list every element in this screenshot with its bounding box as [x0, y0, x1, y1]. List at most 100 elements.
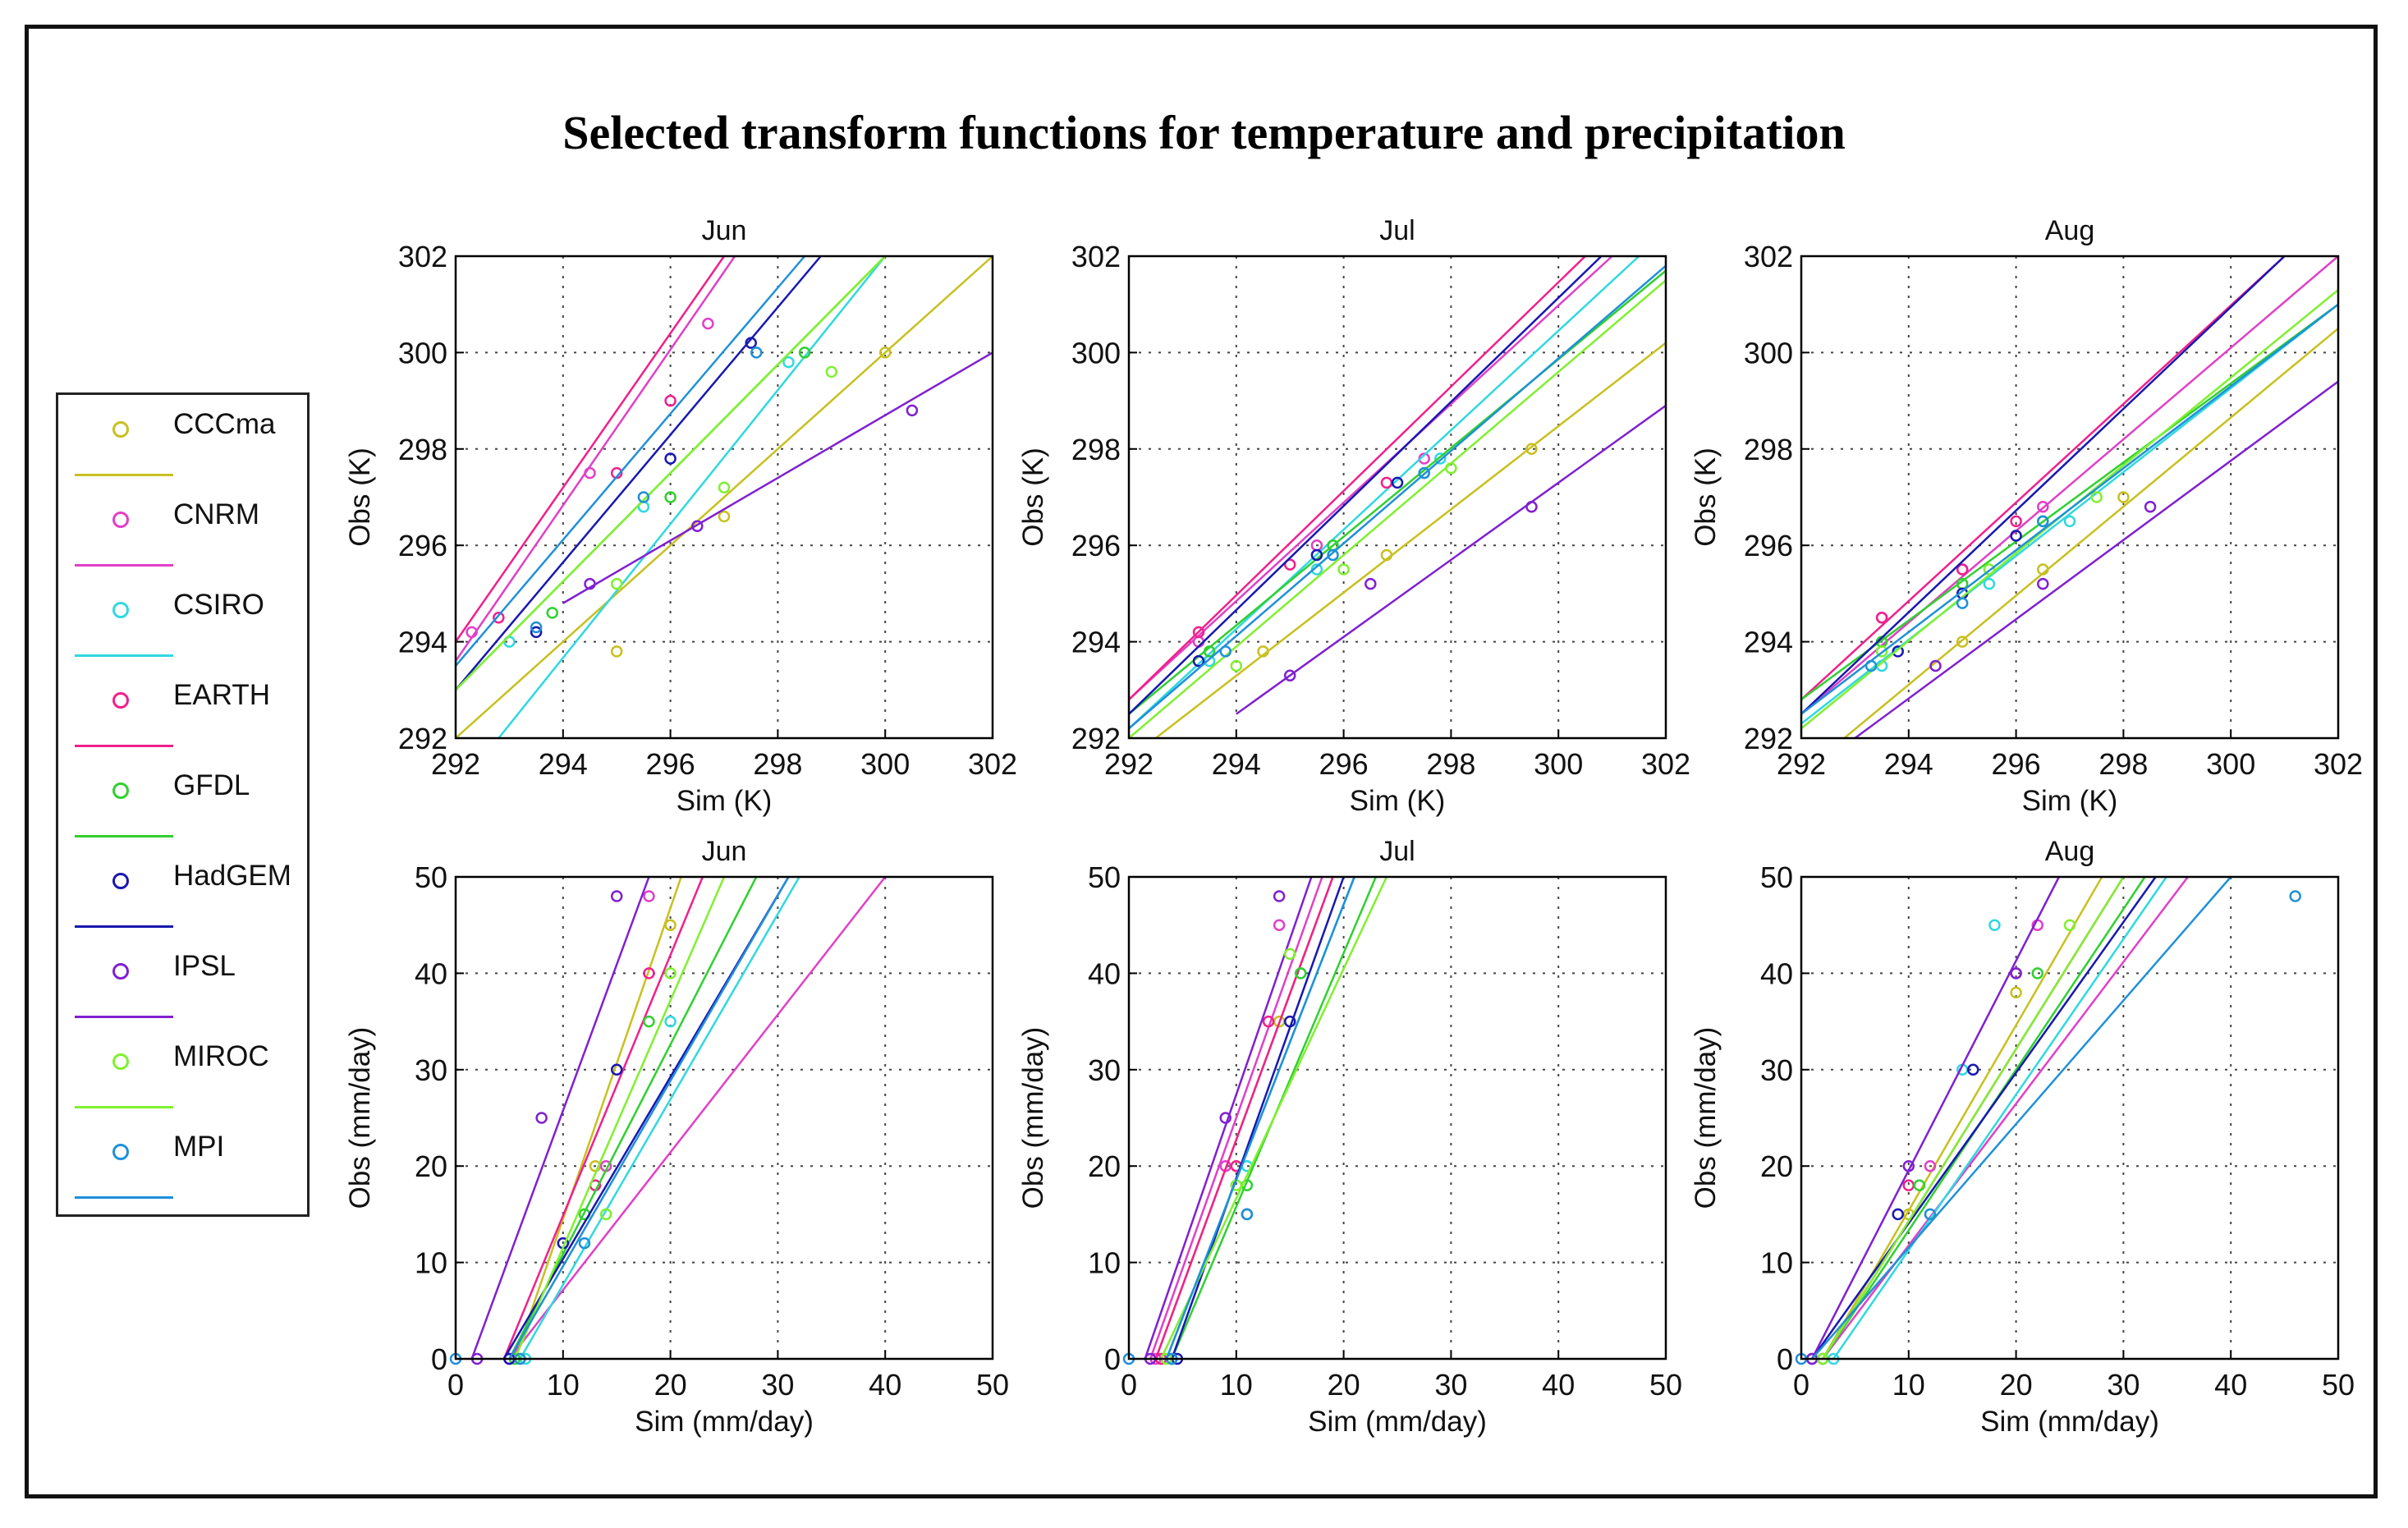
- data-point-cccma: [2010, 986, 2022, 999]
- data-point-ipsl: [584, 577, 596, 590]
- legend-entry-csiro: CSIRO: [58, 585, 307, 676]
- x-axis-label: Sim (mm/day): [1980, 1406, 2159, 1438]
- x-axis-label: Sim (K): [677, 785, 773, 817]
- data-point-miroc: [1283, 948, 1296, 961]
- data-point-mpi: [1241, 1208, 1254, 1221]
- fit-line-mpi: [1800, 303, 2339, 715]
- x-tick-label: 40: [1542, 1368, 1575, 1402]
- data-point-earth: [664, 394, 677, 407]
- legend-entry-cccma: CCCma: [58, 405, 307, 495]
- fit-line-csiro: [1800, 303, 2339, 725]
- panel-title: Jun: [702, 215, 747, 246]
- y-tick-label: 296: [398, 529, 447, 562]
- fit-line-mpi: [455, 255, 806, 667]
- y-tick-label: 50: [415, 860, 447, 894]
- fit-line-earth: [1800, 255, 2286, 700]
- fit-line-ipsl: [470, 876, 650, 1360]
- y-tick-label: 10: [415, 1246, 447, 1280]
- legend-marker-icon: [112, 421, 129, 438]
- data-point-miroc: [1983, 563, 1996, 576]
- fit-line-ipsl: [1144, 876, 1313, 1360]
- x-tick-label: 20: [1328, 1368, 1360, 1402]
- fit-line-cccma: [1154, 342, 1667, 739]
- data-point-ipsl: [2144, 500, 2157, 513]
- fit-line-gfdl: [1800, 303, 2339, 701]
- data-point-mpi: [2289, 890, 2301, 902]
- data-point-hadgem: [1283, 1015, 1296, 1028]
- legend-marker-icon: [112, 963, 129, 980]
- x-tick-label: 292: [431, 747, 480, 781]
- x-tick-label: 10: [547, 1368, 580, 1402]
- x-tick-label: 40: [2214, 1368, 2247, 1402]
- x-tick-label: 294: [539, 747, 588, 781]
- data-point-cccma: [1380, 548, 1393, 562]
- fit-line-cnrm: [454, 255, 736, 662]
- data-point-hadgem: [610, 1063, 623, 1076]
- fit-line-csiro: [519, 876, 800, 1360]
- y-axis-label: Obs (K): [344, 447, 376, 547]
- data-point-ipsl: [535, 1112, 548, 1124]
- data-point-mpi: [1864, 659, 1878, 672]
- x-tick-label: 30: [2107, 1368, 2140, 1402]
- chart-panel-6: 00 10 10 20 20 30 30 40 40 50 50 Aug Sim (mm/day) Obs…: [1690, 836, 2355, 1438]
- data-point-gfdl: [1295, 967, 1307, 980]
- y-axis-label: Obs (mm/day): [1690, 1027, 1722, 1209]
- x-tick-label: 298: [1426, 747, 1475, 781]
- fit-line-hadgem: [1800, 255, 2286, 715]
- fit-line-mpi: [1165, 876, 1355, 1360]
- y-tick-label: 0: [431, 1342, 447, 1376]
- y-axis-label: Obs (K): [1690, 447, 1722, 547]
- x-tick-label: 294: [1212, 747, 1261, 781]
- data-point-csiro: [2063, 515, 2076, 528]
- data-point-ipsl: [1219, 1112, 1232, 1124]
- data-point-ipsl: [2037, 577, 2049, 590]
- y-tick-label: 30: [1088, 1053, 1121, 1087]
- legend-label: EARTH: [173, 679, 270, 711]
- data-point-cccma: [2117, 491, 2130, 503]
- data-point-earth: [2010, 515, 2022, 528]
- y-axis-label: Obs (mm/day): [1017, 1027, 1049, 1209]
- x-tick-label: 302: [1641, 747, 1690, 781]
- legend-entry-hadgem: HadGEM: [58, 856, 307, 947]
- data-point-mpi: [1327, 548, 1339, 562]
- y-tick-label: 300: [398, 336, 447, 369]
- data-point-miroc: [664, 967, 677, 980]
- x-axis-label: Sim (mm/day): [635, 1406, 814, 1438]
- legend-marker-icon: [112, 782, 129, 799]
- data-point-hadgem: [1192, 654, 1205, 668]
- data-point-earth: [643, 967, 655, 980]
- y-tick-label: 50: [1760, 860, 1793, 894]
- legend-line-icon: [75, 474, 173, 476]
- y-tick-label: 10: [1088, 1246, 1121, 1280]
- y-tick-label: 40: [1760, 957, 1793, 990]
- fit-line-earth: [502, 876, 704, 1360]
- y-tick-label: 298: [1071, 433, 1121, 466]
- fit-line-cnrm: [1128, 255, 1613, 700]
- fit-line-cccma: [513, 876, 682, 1360]
- data-point-hadgem: [1967, 1063, 1979, 1076]
- data-point-miroc: [1337, 563, 1350, 576]
- x-tick-label: 296: [1992, 747, 2041, 781]
- y-tick-label: 10: [1760, 1246, 1793, 1280]
- y-tick-label: 0: [1777, 1342, 1793, 1376]
- data-point-ipsl: [1525, 500, 1538, 513]
- fit-line-earth: [454, 255, 726, 643]
- y-tick-label: 296: [1744, 529, 1793, 562]
- fit-line-miroc: [1128, 279, 1667, 739]
- x-axis-label: Sim (K): [1350, 785, 1446, 817]
- y-tick-label: 300: [1071, 336, 1121, 369]
- x-tick-label: 20: [2000, 1368, 2033, 1402]
- data-point-miroc: [2063, 919, 2076, 931]
- fit-line-earth: [1128, 255, 1586, 700]
- y-tick-label: 302: [398, 240, 447, 273]
- fit-line-ipsl: [1810, 876, 2061, 1360]
- data-point-earth: [1192, 626, 1205, 639]
- legend-line-icon: [75, 1196, 173, 1199]
- legend-entry-cnrm: CNRM: [58, 495, 307, 585]
- data-point-hadgem: [530, 626, 543, 639]
- y-tick-label: 0: [1104, 1342, 1121, 1376]
- data-point-hadgem: [1892, 645, 1904, 658]
- x-tick-label: 30: [761, 1368, 794, 1402]
- data-point-cnrm: [702, 317, 714, 330]
